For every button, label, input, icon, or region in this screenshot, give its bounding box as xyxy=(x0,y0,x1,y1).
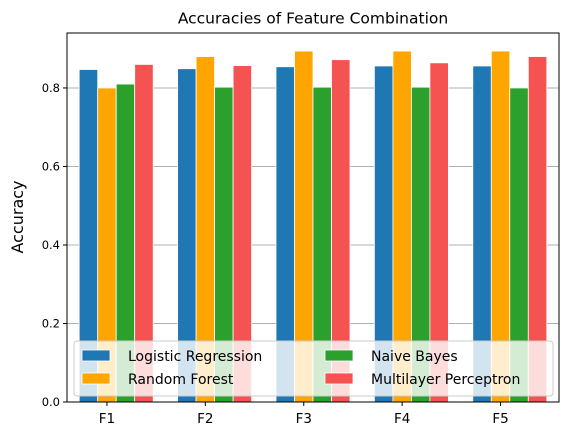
y-axis-label: Accuracy xyxy=(8,180,27,253)
legend-label: Logistic Regression xyxy=(128,349,262,365)
legend: Logistic Regression Random Forest Naive Ba… xyxy=(73,340,554,397)
y-tick-label: 0.4 xyxy=(42,238,60,252)
legend-label: Naive Bayes xyxy=(371,349,458,365)
x-tick-label: F4 xyxy=(394,411,410,427)
legend-label: Random Forest xyxy=(128,372,234,388)
chart-title: Accuracies of Feature Combination xyxy=(178,10,448,28)
y-tick-label: 0.2 xyxy=(42,316,60,330)
y-tick-label: 0.6 xyxy=(42,159,60,173)
legend-frame xyxy=(73,340,554,397)
legend-swatch xyxy=(81,372,111,385)
legend-label: Multilayer Perceptron xyxy=(371,372,520,388)
x-tick-label: F2 xyxy=(197,411,213,427)
y-axis: 0.0 0.2 0.4 0.6 0.8 xyxy=(42,81,67,409)
y-tick-label: 0.0 xyxy=(42,395,60,409)
x-tick-label: F3 xyxy=(296,411,312,427)
legend-swatch xyxy=(324,372,354,385)
y-tick-label: 0.8 xyxy=(42,81,60,95)
plot-frame xyxy=(66,32,560,403)
x-axis: F1 F2 F3 F4 F5 xyxy=(99,402,509,427)
x-tick-label: F1 xyxy=(99,411,115,427)
x-tick-label: F5 xyxy=(492,411,508,427)
legend-swatch xyxy=(324,349,354,362)
legend-swatch xyxy=(81,349,111,362)
